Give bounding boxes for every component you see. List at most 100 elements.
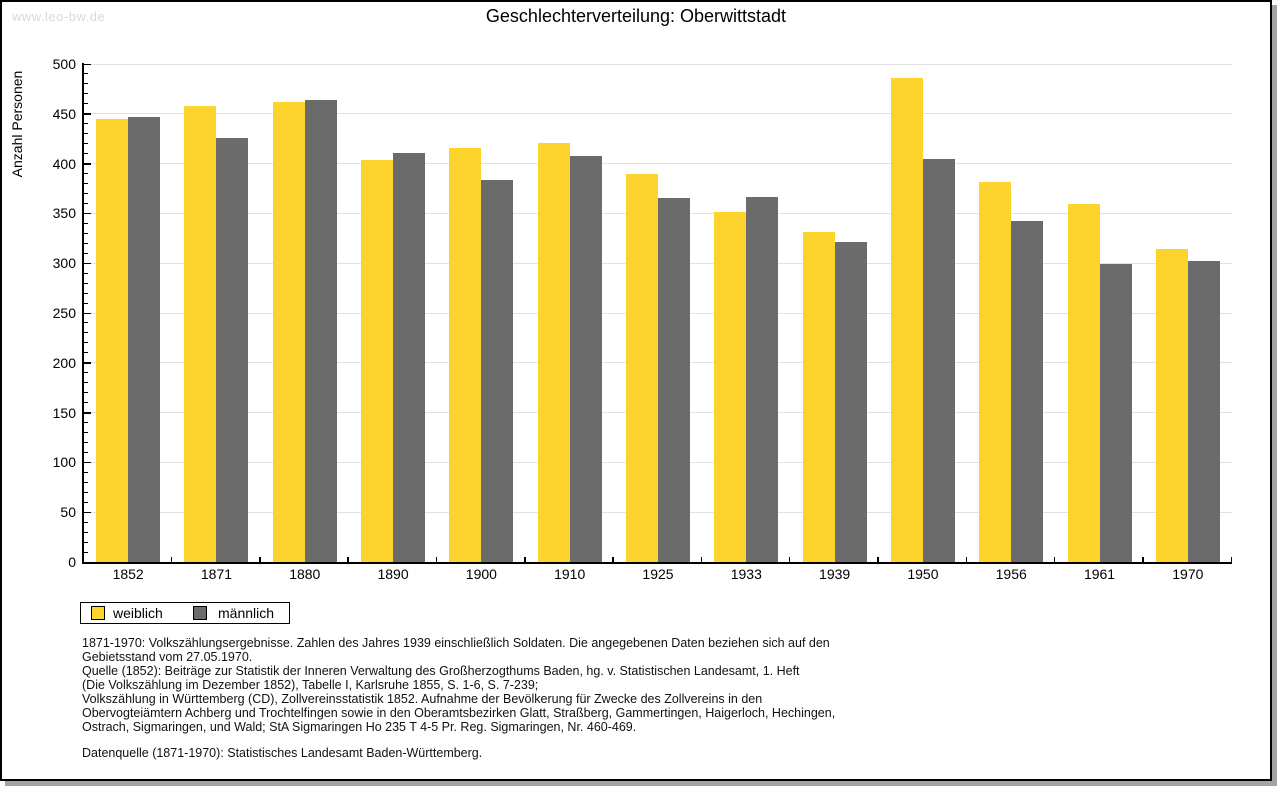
x-tick-label-1939: 1939: [819, 566, 851, 582]
y-minor-tick: [84, 282, 88, 284]
bar-maennlich-1933: [746, 197, 779, 562]
y-minor-tick: [84, 501, 88, 503]
y-minor-tick: [84, 292, 88, 294]
bar-weiblich-1961: [1067, 204, 1100, 562]
x-tick-label-1970: 1970: [1172, 566, 1204, 582]
bar-maennlich-1871: [216, 137, 249, 562]
y-minor-tick: [84, 222, 88, 224]
y-minor-tick: [84, 153, 88, 155]
x-tick-label-1961: 1961: [1083, 566, 1116, 582]
x-tick: [259, 557, 261, 562]
legend-label-weiblich: weiblich: [113, 605, 163, 621]
footnotes: 1871-1970: Volkszählungsergebnisse. Zahl…: [82, 636, 835, 734]
x-tick-label-1933: 1933: [730, 566, 762, 582]
y-minor-tick: [84, 242, 88, 244]
footnote-line: Obervogteiämtern Achberg und Trochtelfin…: [82, 706, 836, 720]
y-minor-tick: [84, 521, 88, 523]
y-minor-tick: [84, 491, 88, 493]
x-tick: [1053, 557, 1056, 562]
y-tick-label-500: 500: [52, 56, 76, 72]
y-major-tick-50: [84, 511, 91, 514]
bar-maennlich-1956: [1011, 221, 1044, 562]
bar-maennlich-1900: [481, 179, 514, 562]
y-minor-tick: [84, 342, 88, 344]
footnote-line: Quelle (1852): Beiträge zur Statistik de…: [82, 664, 800, 678]
y-minor-tick: [84, 133, 88, 135]
bar-weiblich-1956: [979, 181, 1012, 562]
x-tick-label-1910: 1910: [554, 566, 586, 582]
y-tick-label-200: 200: [52, 354, 76, 371]
x-tick: [524, 557, 526, 562]
watermark: www.leo-bw.de: [12, 9, 106, 24]
y-minor-tick: [84, 481, 88, 483]
y-minor-tick: [84, 392, 88, 394]
bar-maennlich-1925: [658, 198, 690, 562]
x-tick: [700, 557, 703, 562]
legend-swatch: [193, 606, 207, 620]
y-minor-tick: [84, 541, 88, 543]
gridline-450: [84, 113, 1232, 115]
bar-weiblich-1852: [96, 118, 129, 562]
bar-weiblich-1933: [714, 212, 747, 562]
y-minor-tick: [84, 322, 88, 324]
y-tick-label-300: 300: [52, 255, 76, 272]
chart-title: Geschlechterverteilung: Oberwittstadt: [485, 6, 787, 26]
y-minor-tick: [84, 103, 88, 105]
y-minor-tick: [84, 551, 88, 553]
bar-maennlich-1939: [834, 242, 867, 562]
y-minor-tick: [84, 332, 88, 334]
y-minor-tick: [84, 441, 88, 443]
y-major-tick-450: [84, 113, 91, 115]
x-tick-label-1890: 1890: [377, 566, 409, 582]
chart-area: Anzahl Personen 1852 1871 1880 1890 1900 1910…: [2, 2, 1270, 779]
footnote-line: 1871-1970: Volkszählungsergebnisse. Zahl…: [82, 636, 830, 650]
datasource-line: Datenquelle (1871-1970): Statistisches L…: [82, 746, 483, 760]
bar-weiblich-1950: [890, 77, 923, 562]
footnote-line: Gebietsstand vom 27.05.1970.: [82, 650, 253, 664]
y-major-tick-200: [84, 362, 91, 364]
bar-weiblich-1880: [272, 101, 305, 562]
bar-maennlich-1880: [304, 99, 337, 562]
y-minor-tick: [84, 232, 88, 234]
footnote-line: Ostrach, Sigmaringen, und Wald; StA Sigm…: [82, 720, 637, 734]
y-tick-label-250: 250: [52, 305, 76, 321]
y-minor-tick: [84, 252, 88, 254]
bar-weiblich-1939: [802, 232, 835, 562]
x-tick: [435, 557, 438, 562]
x-tick-label-1900: 1900: [465, 566, 497, 582]
y-tick-label-0: 0: [68, 554, 76, 570]
bar-maennlich-1890: [393, 152, 426, 562]
y-minor-tick: [84, 422, 88, 424]
y-minor-tick: [84, 352, 88, 354]
y-major-tick-250: [84, 312, 91, 314]
y-minor-tick: [84, 402, 88, 404]
x-tick: [170, 557, 173, 562]
y-major-tick-350: [84, 212, 91, 215]
y-tick-label-400: 400: [52, 155, 76, 172]
y-minor-tick: [84, 531, 88, 533]
bar-weiblich-1871: [184, 105, 217, 562]
y-major-tick-300: [84, 262, 91, 265]
y-minor-tick: [84, 83, 88, 85]
bar-weiblich-1970: [1155, 249, 1188, 562]
y-tick-label-50: 50: [60, 504, 76, 521]
y-major-tick-100: [84, 461, 91, 464]
footnote-line: (Die Volkszählung im Dezember 1852), Tab…: [82, 678, 539, 692]
bar-maennlich-1950: [922, 158, 955, 562]
y-minor-tick: [84, 173, 88, 175]
y-minor-tick: [84, 432, 88, 434]
y-minor-tick: [84, 272, 88, 274]
bar-weiblich-1890: [361, 159, 394, 562]
gridline-400: [84, 163, 1232, 165]
bar-maennlich-1910: [569, 155, 602, 562]
x-axis-line: [82, 562, 1232, 564]
y-axis-line: [82, 63, 84, 564]
y-axis-title: Anzahl Personen: [9, 70, 25, 178]
x-tick: [347, 557, 349, 562]
y-minor-tick: [84, 73, 88, 75]
x-tick: [788, 557, 791, 562]
x-tick: [612, 557, 614, 562]
x-tick-label-1950: 1950: [907, 566, 939, 582]
x-tick-label-1871: 1871: [200, 566, 233, 582]
